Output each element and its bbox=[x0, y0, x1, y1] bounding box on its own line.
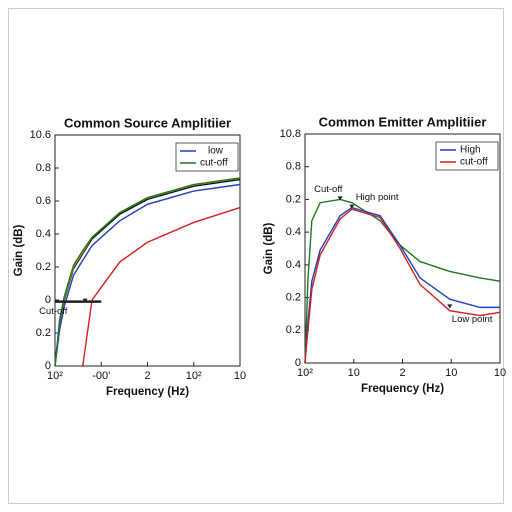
series-line bbox=[54, 183, 241, 367]
annotation: Cut-off bbox=[314, 184, 343, 195]
x-tick-label: 10² bbox=[297, 367, 313, 379]
y-tick-label: 0.2 bbox=[286, 193, 301, 205]
annotation-marker bbox=[349, 204, 355, 209]
y-tick-label: 0.4 bbox=[36, 228, 51, 240]
legend-label: low bbox=[208, 146, 224, 157]
annotation-marker bbox=[82, 298, 88, 303]
y-tick-label: 0 bbox=[45, 360, 51, 372]
x-tick-label: 10² bbox=[47, 370, 63, 382]
chart-title: Common Emitter Amplitiier bbox=[319, 114, 487, 129]
y-tick-label: 0.8 bbox=[36, 162, 51, 174]
legend-label: cut-off bbox=[200, 158, 228, 169]
x-tick-label: 10 bbox=[445, 367, 457, 379]
y-tick-label: 10.6 bbox=[30, 129, 51, 141]
y-tick-label: 0 bbox=[295, 357, 301, 369]
y-tick-label: 0 bbox=[45, 294, 51, 306]
series-line bbox=[54, 177, 241, 367]
x-tick-label: -00' bbox=[92, 370, 110, 382]
y-tick-label: 10.8 bbox=[280, 128, 301, 140]
y-tick-label: 0.8 bbox=[286, 161, 301, 173]
y-tick-label: 0.4 bbox=[286, 259, 301, 271]
x-tick-label: 10 bbox=[234, 370, 246, 382]
plot-area bbox=[54, 134, 241, 367]
annotation-marker bbox=[447, 304, 453, 309]
annotation-marker bbox=[337, 196, 343, 201]
x-axis-label: Frequency (Hz) bbox=[106, 386, 189, 398]
chart-title: Common Source Amplitiier bbox=[64, 115, 231, 130]
y-axis-label: Gain (dB) bbox=[263, 222, 275, 274]
x-tick-label: 2 bbox=[399, 367, 405, 379]
series-line bbox=[82, 206, 241, 367]
series-line bbox=[304, 206, 500, 364]
legend bbox=[175, 142, 239, 172]
annotation: Low point bbox=[452, 314, 493, 325]
legend-label: cut-off bbox=[460, 157, 488, 168]
annotation: High point bbox=[356, 192, 399, 203]
x-tick-label: 10 bbox=[494, 367, 506, 379]
annotation: Cut-off bbox=[39, 306, 68, 317]
y-tick-label: 0.2 bbox=[286, 291, 301, 303]
y-tick-label: 0.4 bbox=[286, 226, 301, 238]
x-tick-label: 2 bbox=[144, 370, 150, 382]
series-line bbox=[304, 208, 501, 364]
legend-label: High bbox=[460, 145, 481, 156]
legend bbox=[435, 141, 499, 171]
y-tick-label: 0.2 bbox=[36, 327, 51, 339]
y-tick-label: 0.2 bbox=[286, 324, 301, 336]
x-tick-label: 10 bbox=[348, 367, 360, 379]
y-axis-label: Gain (dB) bbox=[13, 224, 25, 276]
x-tick-label: 10² bbox=[186, 370, 202, 382]
x-axis-label: Frequency (Hz) bbox=[361, 383, 444, 395]
y-tick-label: 0.2 bbox=[36, 261, 51, 273]
y-tick-label: 0.6 bbox=[36, 195, 51, 207]
